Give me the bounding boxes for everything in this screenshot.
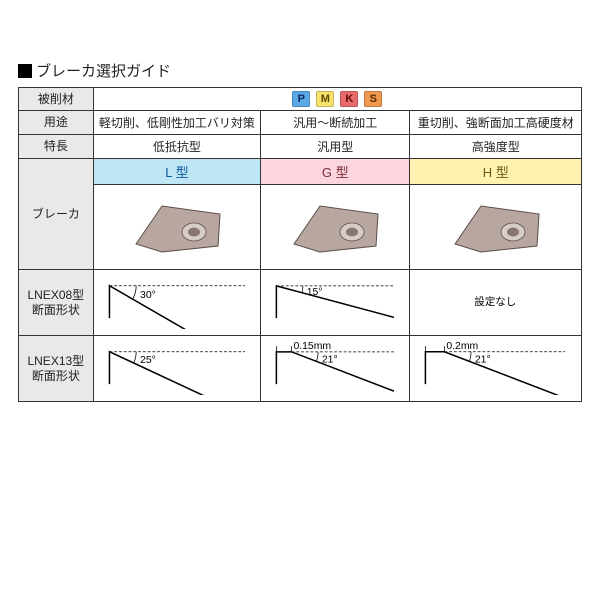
svg-text:21°: 21° (322, 354, 338, 365)
badge-s: S (364, 91, 382, 107)
typehdr-G: G 型 (261, 159, 410, 185)
typehdr-L: L 型 (93, 159, 260, 185)
rowhdr-lnex13: LNEX13型 断面形状 (19, 336, 94, 402)
svg-text:0.15mm: 0.15mm (294, 341, 332, 352)
lnex13-H: 21° 0.2mm (410, 336, 582, 402)
lnex13-L: 25° (93, 336, 260, 402)
breaker-photo-G (261, 185, 410, 270)
rowhdr-breaker: ブレーカ (19, 159, 94, 270)
feature-G: 汎用型 (261, 135, 410, 159)
row-feature: 特長 低抵抗型 汎用型 高強度型 (19, 135, 582, 159)
insert-icon (280, 190, 390, 262)
lnex08-L: 30° (93, 270, 260, 336)
row-breaker-photos (19, 185, 582, 270)
svg-text:30°: 30° (140, 289, 156, 301)
lnex08-H: 設定なし (410, 270, 582, 336)
svg-text:0.2mm: 0.2mm (447, 341, 479, 352)
lnex08-G: 15° (261, 270, 410, 336)
row-material: 被削材 P M K S (19, 88, 582, 111)
typehdr-H: H 型 (410, 159, 582, 185)
svg-text:25°: 25° (140, 354, 156, 366)
use-L: 軽切削、低剛性加工バリ対策 (93, 111, 260, 135)
badge-p: P (292, 91, 310, 107)
svg-text:15°: 15° (307, 287, 323, 298)
breaker-photo-L (93, 185, 260, 270)
use-G: 汎用～断続加工 (261, 111, 410, 135)
row-lnex08: LNEX08型 断面形状 30° 15° 設定なし (19, 270, 582, 336)
title-bullet-icon (18, 64, 32, 78)
section-title: ブレーカ選択ガイド (18, 60, 582, 81)
feature-L: 低抵抗型 (93, 135, 260, 159)
rowhdr-use: 用途 (19, 111, 94, 135)
insert-icon (122, 190, 232, 262)
title-text: ブレーカ選択ガイド (36, 60, 171, 81)
badge-m: M (316, 91, 334, 107)
material-badges: P M K S (98, 91, 577, 107)
insert-icon (441, 190, 551, 262)
feature-H: 高強度型 (410, 135, 582, 159)
rowhdr-lnex08: LNEX08型 断面形状 (19, 270, 94, 336)
breaker-guide-table: 被削材 P M K S 用途 軽切削、低剛性加工バリ対策 汎用～断続加工 重切削… (18, 87, 582, 402)
breaker-photo-H (410, 185, 582, 270)
material-badges-cell: P M K S (93, 88, 581, 111)
row-use: 用途 軽切削、低剛性加工バリ対策 汎用～断続加工 重切削、強断面加工高硬度材 (19, 111, 582, 135)
rowhdr-feature: 特長 (19, 135, 94, 159)
svg-text:設定なし: 設定なし (475, 295, 517, 308)
lnex13-G: 21° 0.15mm (261, 336, 410, 402)
row-typelabels: ブレーカ L 型 G 型 H 型 (19, 159, 582, 185)
use-H: 重切削、強断面加工高硬度材 (410, 111, 582, 135)
svg-text:21°: 21° (475, 354, 491, 365)
rowhdr-material: 被削材 (19, 88, 94, 111)
badge-k: K (340, 91, 358, 107)
row-lnex13: LNEX13型 断面形状 25° 21° 0.15mm 21° 0.2mm (19, 336, 582, 402)
